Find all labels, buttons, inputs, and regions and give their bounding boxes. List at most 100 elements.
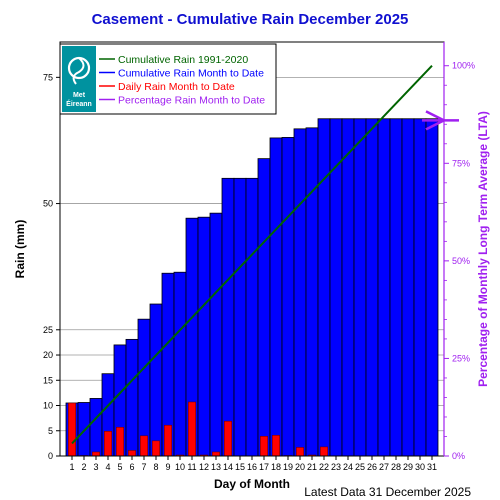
x-tick-label-31: 31 [427, 462, 437, 472]
y2-axis-ticks: 0% 25% 50% 75% 100% [444, 61, 475, 461]
y2-tick-label-50: 50% [452, 256, 470, 266]
legend: Met Éireann Cumulative Rain 1991-2020Cum… [59, 43, 277, 115]
cumulative-bar-day-30 [413, 118, 427, 457]
x-tick-label-14: 14 [223, 462, 233, 472]
daily-bar-day-7 [140, 435, 148, 457]
cumulative-bar-day-12 [197, 216, 211, 457]
y-axis-label: Rain (mm) [13, 220, 27, 279]
cumulative-bar-day-27 [377, 118, 391, 457]
logo-text-eireann: Éireann [66, 99, 92, 108]
x-tick-label-4: 4 [105, 462, 110, 472]
x-tick-label-26: 26 [367, 462, 377, 472]
x-tick-label-9: 9 [165, 462, 170, 472]
cumulative-bar-day-22 [317, 118, 331, 457]
y-tick-label-25: 25 [43, 325, 53, 335]
y-tick-label-75: 75 [43, 72, 53, 82]
x-axis-label: Day of Month [214, 477, 290, 491]
y-tick-label-15: 15 [43, 375, 53, 385]
x-tick-label-11: 11 [187, 462, 196, 472]
cumulative-bar-day-15 [233, 177, 247, 457]
y2-axis-label: Percentage of Monthly Long Term Average … [476, 111, 490, 387]
x-axis-ticks: 1 2 3 4 5 6 7 8 9 10 11 12 13 14 15 16 17 18 19 20 21 22 23 24 2… [69, 456, 437, 472]
y2-tick-label-100: 100% [452, 61, 475, 71]
cumulative-bar-day-28 [389, 118, 403, 457]
y-tick-label-5: 5 [48, 426, 53, 436]
cumulative-bar-day-7 [137, 318, 151, 457]
x-tick-label-1: 1 [69, 462, 74, 472]
y-axis-ticks: 0 5 10 15 20 25 50 75 [43, 72, 60, 461]
x-tick-label-20: 20 [295, 462, 305, 472]
cumulative-bar-day-8 [149, 303, 163, 457]
legend-label-1: Cumulative Rain Month to Date [118, 68, 264, 80]
x-tick-label-19: 19 [283, 462, 293, 472]
legend-label-0: Cumulative Rain 1991-2020 [118, 54, 248, 66]
daily-bar-day-13 [212, 451, 220, 457]
x-tick-label-23: 23 [331, 462, 341, 472]
x-tick-label-18: 18 [271, 462, 281, 472]
x-tick-label-17: 17 [259, 462, 269, 472]
x-tick-label-2: 2 [81, 462, 86, 472]
cumulative-bar-day-18 [269, 137, 283, 457]
x-tick-label-22: 22 [319, 462, 329, 472]
cumulative-bar-day-14 [221, 177, 235, 457]
daily-bar-day-22 [320, 446, 328, 457]
met-eireann-logo: Met Éireann [62, 46, 96, 112]
daily-bar-day-5 [116, 426, 124, 457]
cumulative-bar-day-3 [89, 398, 103, 457]
daily-bar-day-18 [272, 435, 280, 457]
chart-title: Casement - Cumulative Rain December 2025 [92, 11, 409, 28]
daily-bar-day-6 [128, 450, 136, 457]
cumulative-bar-day-23 [329, 118, 343, 457]
x-tick-label-12: 12 [199, 462, 209, 472]
cumulative-bar-day-20 [293, 128, 307, 457]
cumulative-bar-day-16 [245, 177, 259, 457]
y2-tick-label-75: 75% [452, 158, 470, 168]
y2-tick-label-0: 0% [452, 451, 465, 461]
y2-tick-label-25: 25% [452, 353, 470, 363]
legend-label-2: Daily Rain Month to Date [118, 81, 235, 93]
cumulative-bar-day-10 [173, 271, 187, 457]
x-tick-label-3: 3 [93, 462, 98, 472]
cumulative-bar-day-31 [425, 118, 439, 457]
x-tick-label-25: 25 [355, 462, 365, 472]
cumulative-bar-day-26 [365, 118, 379, 457]
daily-bar-day-11 [188, 401, 196, 457]
legend-items: Cumulative Rain 1991-2020 Cumulative Rain… [99, 54, 265, 107]
cumulative-bar-day-2 [77, 402, 91, 457]
daily-bar-day-3 [92, 451, 100, 457]
cumulative-bar-day-21 [305, 127, 319, 457]
x-tick-label-6: 6 [129, 462, 134, 472]
cumulative-bars [65, 118, 439, 457]
cumulative-bar-day-19 [281, 137, 295, 457]
daily-bar-day-20 [296, 447, 304, 457]
x-tick-label-10: 10 [175, 462, 185, 472]
x-tick-label-7: 7 [141, 462, 146, 472]
y-tick-label-20: 20 [43, 350, 53, 360]
cumulative-bar-day-29 [401, 118, 415, 457]
x-tick-label-15: 15 [235, 462, 245, 472]
legend-label-3: Percentage Rain Month to Date [118, 95, 265, 107]
y-tick-label-10: 10 [43, 401, 53, 411]
daily-bar-day-4 [104, 431, 112, 457]
daily-bar-day-17 [260, 436, 268, 457]
cumulative-bar-day-25 [353, 118, 367, 457]
x-tick-label-21: 21 [307, 462, 317, 472]
x-tick-label-30: 30 [415, 462, 425, 472]
logo-text-met: Met [73, 92, 86, 99]
x-tick-label-8: 8 [153, 462, 158, 472]
daily-bar-day-8 [152, 440, 160, 457]
daily-bars [68, 401, 328, 457]
logo-swirl-inner-icon [72, 57, 85, 85]
daily-bar-day-14 [224, 420, 232, 457]
daily-bar-day-1 [68, 402, 76, 457]
cumulative-bar-day-6 [125, 338, 139, 457]
cumulative-bar-day-13 [209, 212, 223, 457]
x-tick-label-5: 5 [117, 462, 122, 472]
latest-data-text: Latest Data 31 December 2025 [304, 485, 471, 499]
x-tick-label-13: 13 [211, 462, 221, 472]
x-tick-label-27: 27 [379, 462, 389, 472]
cumulative-bar-day-24 [341, 118, 355, 457]
lta-line [71, 65, 433, 445]
